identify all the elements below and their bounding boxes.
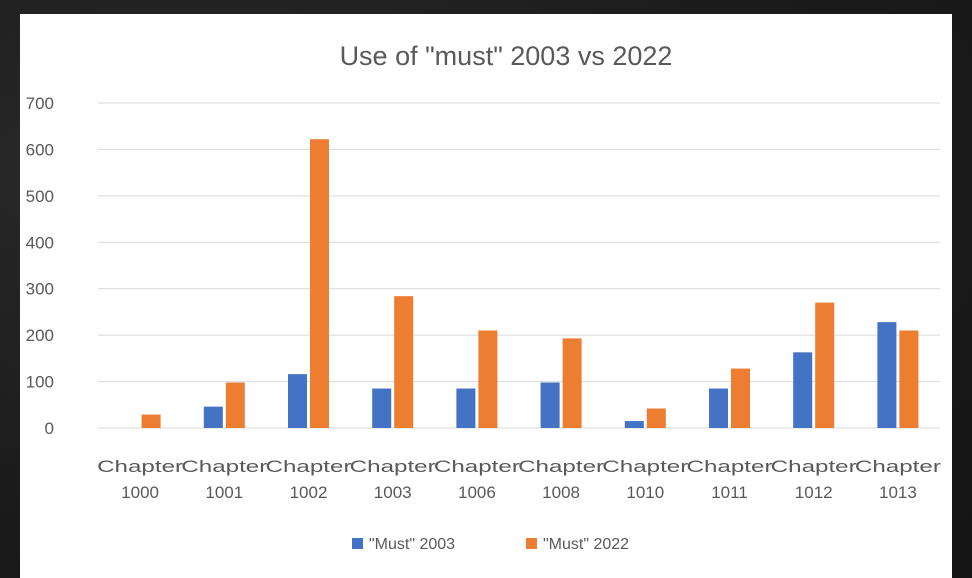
- y-tick-label: 200: [26, 326, 54, 345]
- bar-must-2003-6: [624, 421, 644, 428]
- y-tick-label: 500: [26, 187, 54, 206]
- y-tick-label: 400: [26, 233, 54, 252]
- bar-must-2003-7: [709, 388, 728, 428]
- y-tick-label: 0: [45, 419, 54, 438]
- x-axis-ticks: Chapter 1000 Chapter 1001 Chapter 1002 Chapter…: [97, 457, 941, 502]
- bar-must-2022-2: [310, 139, 329, 428]
- bar-must-2022-5: [562, 338, 582, 428]
- bar-must-2003-1: [203, 406, 223, 428]
- x-tick-label-line1: Chapter: [518, 457, 604, 476]
- bar-must-2003-8: [793, 352, 813, 428]
- bar-must-2022-8: [815, 302, 835, 428]
- x-tick-label-line2: 1011: [711, 483, 748, 502]
- bar-must-2022-6: [646, 408, 666, 428]
- bar-must-2022-4: [478, 330, 498, 428]
- bar-must-2003-5: [540, 382, 560, 428]
- x-tick-label-line1: Chapter: [687, 457, 773, 476]
- x-tick-label-line1: Chapter: [855, 457, 941, 476]
- x-tick-label-line2: 1008: [542, 483, 580, 502]
- x-tick-label-line2: 1010: [626, 483, 664, 502]
- bars: [141, 139, 919, 428]
- x-tick-label-line1: Chapter: [434, 457, 520, 476]
- x-tick-label-line1: Chapter: [771, 457, 857, 476]
- x-tick-label-line2: 1006: [458, 483, 496, 502]
- bar-must-2003-3: [372, 388, 392, 428]
- legend-label-must-2003: "Must" 2003: [369, 536, 455, 553]
- bar-chart: Use of "must" 2003 vs 2022 0 100 200 300 400…: [26, 41, 942, 553]
- x-tick-label-line2: 1003: [374, 483, 412, 502]
- legend-swatch-must-2003: [352, 538, 363, 549]
- y-tick-label: 300: [26, 280, 54, 299]
- bar-must-2022-9: [899, 330, 919, 428]
- x-tick-label-line2: 1013: [879, 483, 917, 502]
- x-tick-label-line1: Chapter: [266, 457, 352, 476]
- bar-must-2003-4: [456, 388, 476, 428]
- chart-title: Use of "must" 2003 vs 2022: [340, 41, 673, 71]
- x-tick-label-line1: Chapter: [350, 457, 436, 476]
- legend-swatch-must-2022: [526, 538, 537, 549]
- x-tick-label-line2: 1001: [205, 483, 243, 502]
- x-tick-label-line1: Chapter: [97, 457, 183, 476]
- x-tick-label-line2: 1000: [121, 483, 159, 502]
- x-tick-label-line2: 1002: [290, 483, 328, 502]
- bar-must-2022-0: [141, 414, 161, 428]
- x-tick-label-line2: 1012: [795, 483, 833, 502]
- legend: "Must" 2003 "Must" 2022: [352, 536, 629, 553]
- bar-must-2022-1: [225, 382, 245, 428]
- bar-must-2003-9: [877, 322, 897, 428]
- bar-must-2003-2: [288, 374, 307, 428]
- y-axis-ticks: 0 100 200 300 400 500 600 700: [26, 94, 54, 438]
- chart-panel: Use of "must" 2003 vs 2022 0 100 200 300 400…: [20, 14, 952, 578]
- y-tick-label: 100: [26, 373, 54, 392]
- legend-label-must-2022: "Must" 2022: [543, 536, 629, 553]
- y-tick-label: 600: [26, 140, 54, 159]
- bar-must-2022-7: [731, 368, 750, 428]
- bar-must-2022-3: [394, 296, 414, 428]
- gridlines: [98, 102, 940, 429]
- x-tick-label-line1: Chapter: [602, 457, 688, 476]
- x-tick-label-line1: Chapter: [181, 457, 267, 476]
- y-tick-label: 700: [26, 94, 54, 113]
